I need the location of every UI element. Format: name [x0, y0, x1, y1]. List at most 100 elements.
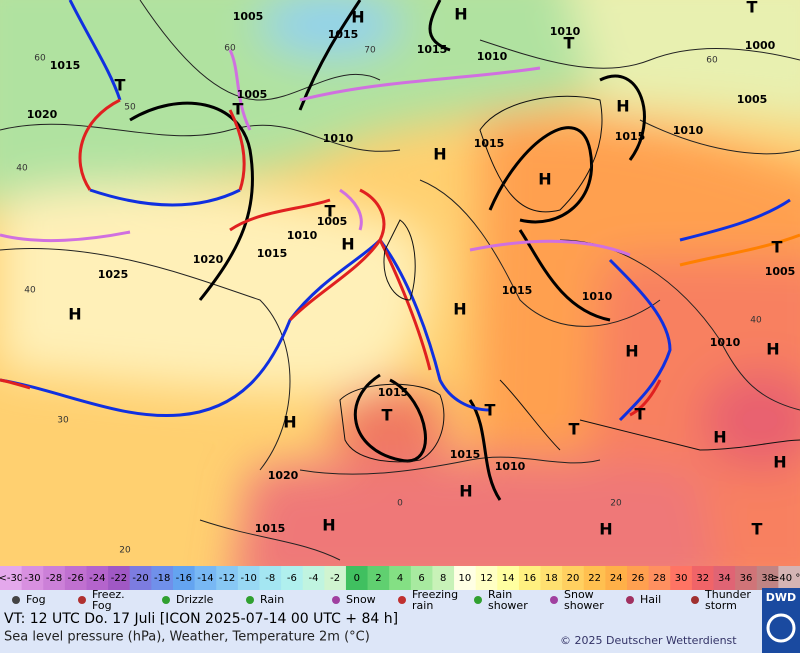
scale-label: 14 — [502, 573, 515, 584]
scale-label: 20 — [567, 573, 580, 584]
pressure-label: 1015 — [502, 284, 533, 297]
scale-label: 12 — [480, 573, 493, 584]
legend-symbol — [550, 596, 558, 604]
pressure-system: H — [766, 340, 779, 359]
front-line — [299, 66, 541, 102]
legend-label: Rain — [260, 593, 284, 606]
scale-cell — [108, 566, 131, 590]
scale-cell — [151, 566, 174, 590]
scale-label: -14 — [197, 573, 213, 584]
scale-label: 36 — [740, 573, 753, 584]
scale-label: -8 — [265, 573, 275, 584]
latitude-label: 20 — [119, 546, 131, 556]
scale-cell — [259, 566, 282, 590]
isobar — [299, 456, 601, 475]
pressure-label: 1020 — [268, 469, 299, 482]
trough-line — [353, 373, 427, 463]
pressure-label: 1005 — [233, 10, 264, 23]
trough-line — [468, 399, 502, 501]
pressure-system: T — [747, 0, 758, 17]
pressure-system: T — [115, 76, 126, 95]
pressure-system: H — [433, 145, 446, 164]
front-line — [89, 188, 241, 207]
coastline — [579, 419, 800, 451]
scale-cell — [432, 566, 455, 590]
pressure-label: 1015 — [615, 130, 646, 143]
hot-area — [235, 455, 715, 566]
latitude-label: 20 — [610, 499, 622, 509]
legend-label: rain — [412, 599, 433, 612]
front-line — [339, 188, 363, 231]
pressure-system: H — [341, 235, 354, 254]
pressure-system: T — [325, 202, 336, 221]
scale-label: 30 — [675, 573, 688, 584]
scale-label: -30 — [24, 573, 40, 584]
legend-symbol — [626, 596, 634, 604]
pressure-system: T — [635, 405, 646, 424]
scale-cell — [648, 566, 671, 590]
scale-cell — [216, 566, 239, 590]
legend-label: Fog — [26, 593, 46, 606]
legend-label: Hail — [640, 593, 661, 606]
pressure-system: H — [453, 300, 466, 319]
scale-label: 18 — [545, 573, 558, 584]
legend-label: storm — [705, 599, 737, 612]
front-line — [378, 239, 491, 412]
coastline — [499, 379, 561, 451]
scale-cell — [518, 566, 542, 590]
legend-symbol — [474, 596, 482, 604]
coastline — [339, 383, 445, 463]
scale-label: 38 — [761, 573, 774, 584]
scale-label: ≥40 °C — [771, 573, 800, 584]
hot-area — [330, 385, 450, 465]
pressure-system: H — [459, 482, 472, 501]
front-line — [469, 239, 631, 257]
pressure-label: 1015 — [450, 448, 481, 461]
pressure-system: T — [233, 100, 244, 119]
front-line — [679, 198, 791, 242]
isobar — [0, 247, 291, 471]
pressure-system: H — [68, 305, 81, 324]
scale-label: 28 — [653, 573, 666, 584]
front-line — [228, 109, 246, 191]
scale-label: -22 — [111, 573, 127, 584]
scale-cell — [735, 566, 758, 590]
pressure-label: 1005 — [317, 215, 348, 228]
pressure-system: T — [569, 420, 580, 439]
trough-line — [599, 74, 646, 161]
front-line — [228, 49, 252, 131]
pressure-system: T — [772, 238, 783, 257]
pressure-label: 1010 — [710, 336, 741, 349]
pressure-system: H — [322, 516, 335, 535]
latitude-label: 50 — [124, 103, 136, 113]
scale-cell — [237, 566, 260, 590]
front-line — [0, 230, 131, 243]
scale-label: 24 — [610, 573, 623, 584]
scale-label: -12 — [219, 573, 235, 584]
legend-label: Snow — [346, 593, 376, 606]
latitude-label: 0 — [397, 499, 403, 509]
pressure-system: H — [773, 453, 786, 472]
pressure-label: 1010 — [323, 132, 354, 145]
scale-label: -4 — [309, 573, 319, 584]
scale-cell — [627, 566, 650, 590]
trough-line — [129, 101, 254, 301]
pressure-system: H — [713, 428, 726, 447]
pressure-label: 1010 — [673, 124, 704, 137]
pressure-system: H — [283, 413, 296, 432]
pressure-label: 1010 — [477, 50, 508, 63]
valid-time: VT: 12 UTC Do. 17 Juli [ICON 2025-07-14 … — [4, 611, 398, 627]
scale-cell — [86, 566, 109, 590]
scale-label: 0 — [354, 573, 360, 584]
front-line — [0, 238, 382, 418]
scale-cell — [605, 566, 628, 590]
hot-area — [700, 370, 800, 470]
scale-cell — [64, 566, 87, 590]
pressure-label: 1005 — [737, 93, 768, 106]
logo-text: DWD — [766, 591, 796, 604]
pressure-system: H — [538, 170, 551, 189]
weather-legend: Fog Freez.Fog Drizzle Rain Snow FreezingrainR… — [12, 588, 751, 612]
latitude-label: 60 — [224, 44, 236, 54]
pressure-label: 1020 — [27, 108, 58, 121]
scale-cell — [324, 566, 347, 590]
